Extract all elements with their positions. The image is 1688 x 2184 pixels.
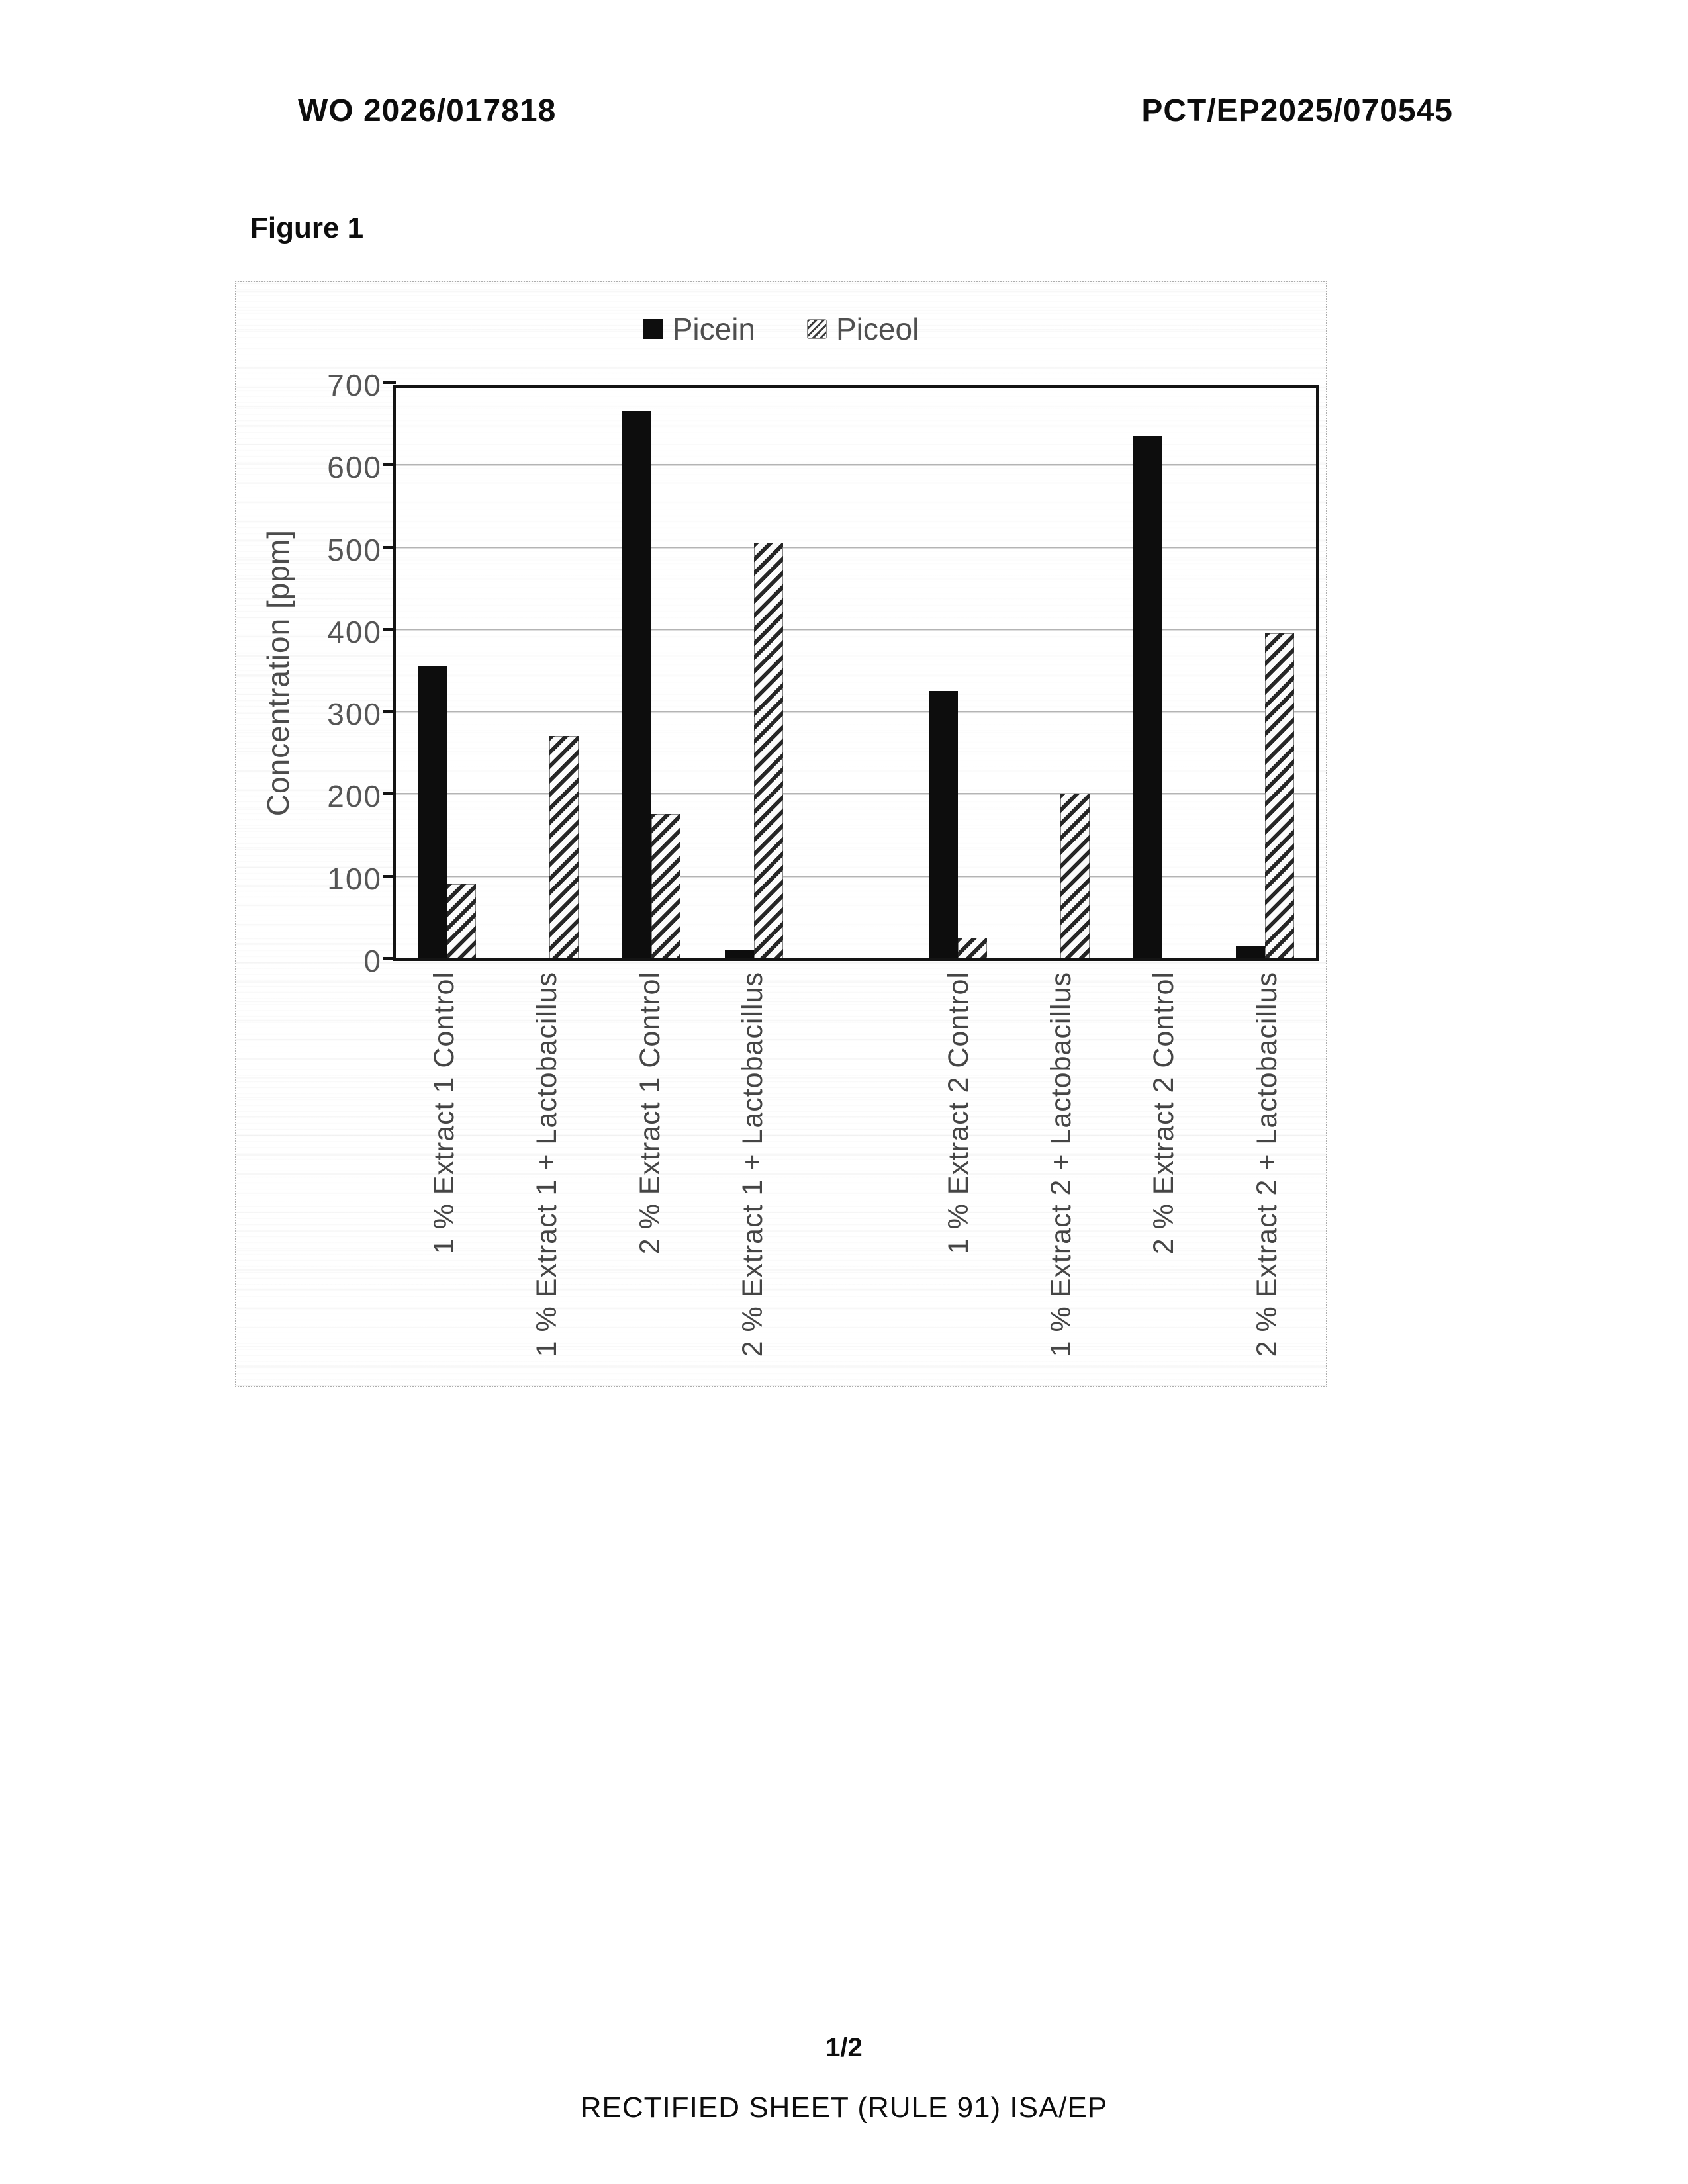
- bar-slot-0: [396, 388, 498, 958]
- y-tick-label-300: 300: [327, 697, 382, 731]
- y-tick-label-400: 400: [327, 615, 382, 649]
- gridline-200: [396, 793, 1316, 794]
- y-axis-tick-labels: 0 100 200 300 400 500 600 700: [296, 368, 382, 978]
- y-tick-label-500: 500: [327, 533, 382, 567]
- gridline-400: [396, 629, 1316, 630]
- y-tick-mark-500: [383, 546, 396, 549]
- bar-piceol-5: [1060, 794, 1090, 958]
- x-label-slot-0: 1 % Extract 1 Control: [393, 972, 496, 1375]
- bar-slot-4: [907, 388, 1009, 958]
- plot-area: [383, 381, 1319, 961]
- bar-slot-5: [1009, 388, 1111, 958]
- x-label-spacer: [804, 972, 907, 1375]
- y-axis-title: Concentration [ppm]: [254, 385, 303, 961]
- legend-label-picein: Picein: [672, 312, 755, 346]
- y-tick-label-0: 0: [363, 944, 382, 978]
- x-label-slot-6: 2 % Extract 2 Control: [1113, 972, 1215, 1375]
- figure-1-chart: Picein Piceol Concentration [ppm] 0 100 20…: [235, 281, 1327, 1387]
- x-label-6: 2 % Extract 2 Control: [1148, 972, 1180, 1255]
- application-number: PCT/EP2025/070545: [1141, 93, 1453, 128]
- y-tick-mark-0: [383, 957, 396, 960]
- legend-label-piceol: Piceol: [836, 312, 919, 346]
- x-label-slot-1: 1 % Extract 1 + Lactobacillus: [496, 972, 598, 1375]
- x-axis-labels: 1 % Extract 1 Control 1 % Extract 1 + Lac…: [393, 972, 1319, 1375]
- y-tick-label-700: 700: [327, 368, 382, 402]
- y-tick-label-100: 100: [327, 862, 382, 896]
- bar-picein-2: [622, 411, 652, 958]
- x-label-1: 1 % Extract 1 + Lactobacillus: [531, 972, 563, 1357]
- bar-picein-4: [929, 691, 959, 958]
- y-tick-label-600: 600: [327, 450, 382, 484]
- y-tick-mark-100: [383, 875, 396, 878]
- bar-piceol-1: [549, 736, 579, 958]
- x-label-slot-7: 2 % Extract 2 + Lactobacillus: [1216, 972, 1319, 1375]
- y-tick-mark-600: [383, 463, 396, 466]
- x-label-2: 2 % Extract 1 Control: [633, 972, 666, 1255]
- y-axis-title-text: Concentration [ppm]: [261, 529, 295, 817]
- x-label-0: 1 % Extract 1 Control: [428, 972, 461, 1255]
- gridline-100: [396, 876, 1316, 877]
- gridline-300: [396, 711, 1316, 712]
- bar-slot-7: [1214, 388, 1316, 958]
- x-label-3: 2 % Extract 1 + Lactobacillus: [737, 972, 769, 1357]
- gridline-600: [396, 464, 1316, 465]
- legend-item-piceol: Piceol: [807, 311, 919, 347]
- y-tick-mark-700: [383, 381, 396, 384]
- y-tick-mark-300: [383, 710, 396, 713]
- bar-picein-0: [418, 666, 447, 958]
- figure-label: Figure 1: [250, 212, 364, 244]
- bar-piceol-7: [1264, 633, 1294, 958]
- bar-slot-6: [1111, 388, 1213, 958]
- bar-piceol-4: [958, 938, 988, 958]
- y-tick-label-200: 200: [327, 779, 382, 813]
- bar-slot-spacer: [805, 388, 907, 958]
- publication-number: WO 2026/017818: [298, 93, 557, 128]
- x-label-slot-5: 1 % Extract 2 + Lactobacillus: [1010, 972, 1113, 1375]
- bar-piceol-2: [651, 814, 681, 958]
- bar-slot-2: [600, 388, 702, 958]
- page-number: 1/2: [825, 2033, 863, 2062]
- legend-item-picein: Picein: [643, 311, 755, 347]
- gridline-500: [396, 547, 1316, 548]
- bar-piceol-3: [753, 543, 783, 958]
- x-label-slot-2: 2 % Extract 1 Control: [599, 972, 702, 1375]
- x-label-4: 1 % Extract 2 Control: [942, 972, 974, 1255]
- picein-swatch-icon: [643, 319, 663, 339]
- bar-piceol-0: [447, 884, 477, 958]
- bar-slots: [396, 388, 1316, 958]
- bar-slot-1: [498, 388, 600, 958]
- x-label-slot-3: 2 % Extract 1 + Lactobacillus: [702, 972, 804, 1375]
- x-label-5: 1 % Extract 2 + Lactobacillus: [1045, 972, 1078, 1357]
- y-tick-mark-400: [383, 628, 396, 631]
- bar-picein-6: [1133, 436, 1163, 958]
- x-label-7: 2 % Extract 2 + Lactobacillus: [1250, 972, 1283, 1357]
- page-header: WO 2026/017818 PCT/EP2025/070545: [298, 93, 1453, 129]
- y-tick-mark-200: [383, 792, 396, 795]
- bar-picein-7: [1235, 946, 1265, 958]
- bar-slot-3: [702, 388, 804, 958]
- x-label-slot-4: 1 % Extract 2 Control: [908, 972, 1010, 1375]
- bar-picein-3: [724, 950, 754, 958]
- rectified-sheet-note: RECTIFIED SHEET (RULE 91) ISA/EP: [580, 2091, 1108, 2124]
- chart-legend: Picein Piceol: [236, 311, 1326, 347]
- piceol-swatch-icon: [807, 319, 827, 339]
